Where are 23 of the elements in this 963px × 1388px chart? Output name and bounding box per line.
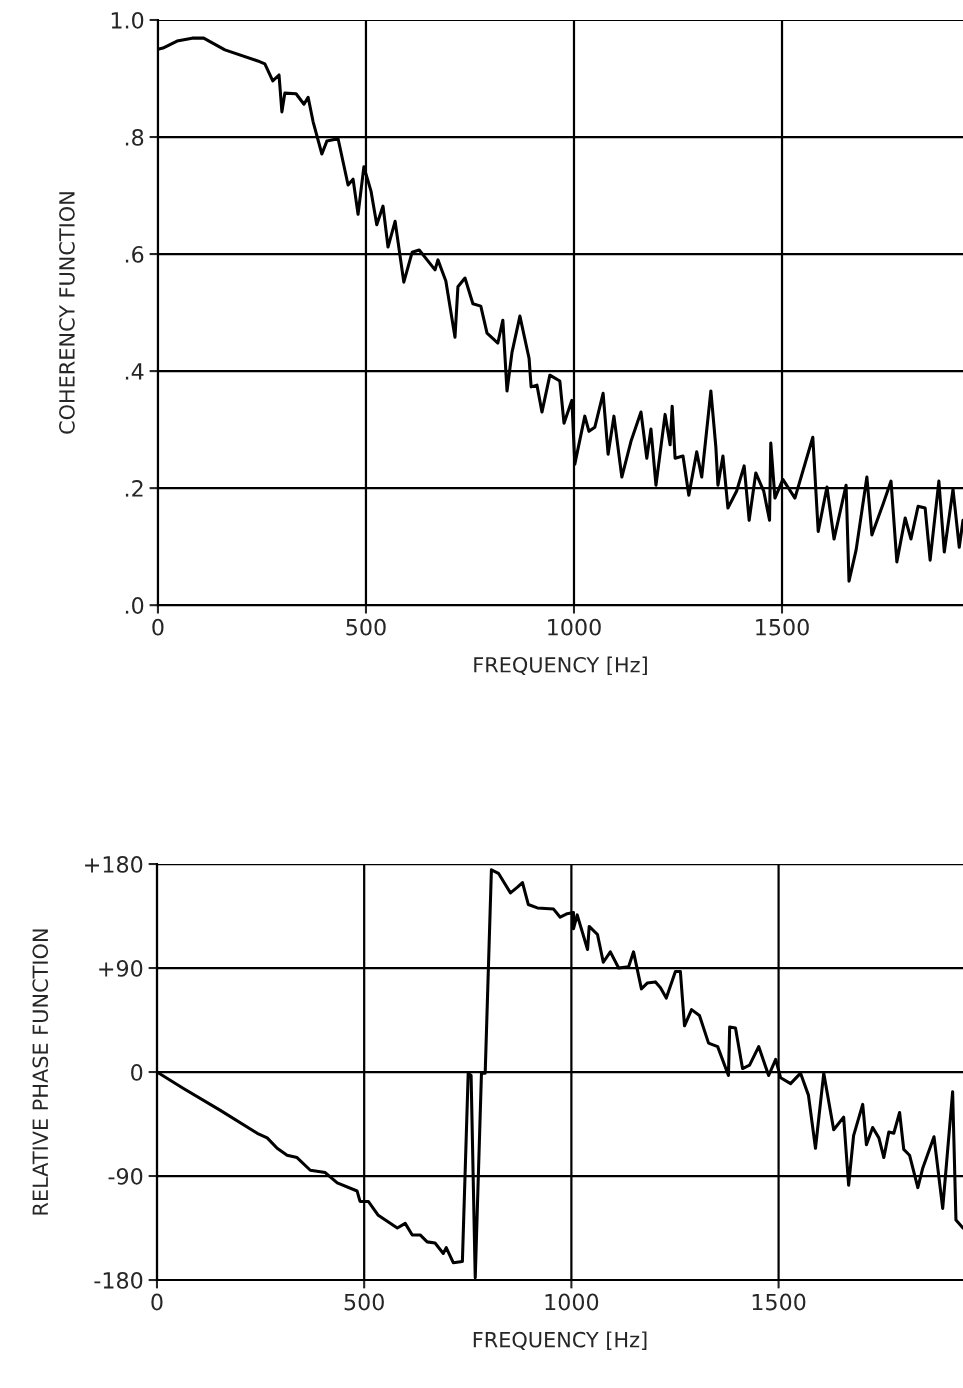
y-tick-label: +180 (85, 855, 143, 873)
y-tick-label: .8 (125, 128, 144, 146)
x-axis-title: FREQUENCY [Hz] (474, 656, 647, 676)
x-tick-label: 1500 (752, 1293, 806, 1311)
y-tick-label: -180 (94, 1271, 143, 1289)
x-tick-label: 1500 (756, 618, 809, 636)
y-tick-label: -90 (108, 1167, 143, 1185)
y-tick-label: .0 (125, 597, 144, 614)
y-axis-title: RELATIVE PHASE FUNCTION (32, 929, 49, 1215)
y-tick-label: +90 (99, 959, 143, 977)
y-tick-label: 1.0 (111, 11, 144, 29)
y-tick-label: .6 (125, 246, 144, 263)
x-tick-label: 500 (346, 618, 386, 636)
y-tick-label: 0 (131, 1063, 143, 1081)
y-tick-label: .4 (125, 363, 144, 380)
x-tick-label: 1000 (548, 618, 601, 636)
y-tick-label: .2 (125, 480, 143, 497)
x-tick-label: 0 (152, 618, 164, 636)
x-tick-label: 500 (344, 1293, 384, 1311)
x-tick-label: 0 (151, 1293, 163, 1311)
x-tick-label: 1000 (545, 1293, 599, 1311)
x-axis-title: FREQUENCY [Hz] (473, 1331, 647, 1350)
y-axis-title: COHERENCY FUNCTION (59, 192, 75, 434)
